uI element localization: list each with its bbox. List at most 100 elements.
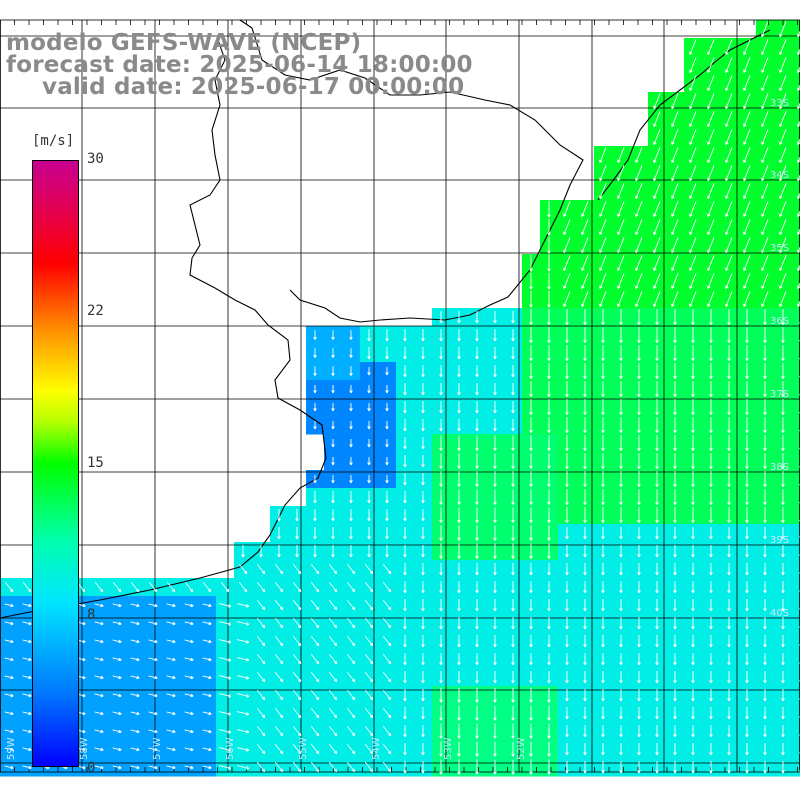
wind-arrow — [635, 165, 643, 182]
wind-arrow — [563, 291, 571, 308]
wind-arrow — [671, 93, 679, 110]
wind-arrow — [547, 562, 551, 576]
wind-arrow — [493, 562, 497, 576]
wind-arrow — [256, 671, 266, 683]
wind-arrow — [457, 616, 461, 630]
wind-arrow — [743, 165, 751, 182]
wind-arrow — [779, 237, 787, 254]
wind-arrow — [599, 255, 607, 272]
wind-arrow — [364, 707, 374, 719]
wind-arrow — [493, 652, 497, 666]
wind-arrow — [727, 580, 731, 594]
wind-arrow — [421, 598, 425, 612]
wind-arrow — [781, 742, 785, 756]
wind-arrow — [292, 617, 302, 629]
wind-arrow — [166, 729, 176, 734]
wind-arrow — [727, 688, 731, 702]
wind-arrow — [112, 581, 122, 593]
wind-arrow — [637, 724, 641, 738]
wind-arrow — [689, 273, 697, 290]
wind-arrow — [761, 183, 769, 200]
wind-arrow — [364, 761, 374, 773]
wind-arrow — [328, 707, 338, 719]
wind-arrow — [511, 525, 515, 541]
wind-arrow — [673, 381, 677, 398]
wind-arrow — [493, 705, 497, 721]
wind-arrow — [184, 621, 194, 626]
wind-arrow — [691, 544, 695, 558]
wind-arrow — [439, 634, 443, 648]
wind-arrow — [581, 255, 589, 272]
wind-arrow — [457, 580, 461, 594]
wind-arrow — [583, 471, 587, 488]
wind-arrow — [761, 111, 769, 128]
wind-arrow — [743, 273, 751, 290]
wind-arrow — [707, 129, 715, 146]
wind-arrow — [130, 729, 140, 734]
wind-arrow — [94, 657, 104, 662]
wind-arrow — [709, 652, 713, 666]
wind-arrow — [421, 418, 425, 432]
wind-arrow — [619, 724, 623, 738]
wind-arrow — [457, 652, 461, 666]
wind-arrow — [22, 603, 32, 608]
longitude-label: 56W — [225, 737, 236, 760]
wind-speed-cell — [792, 704, 800, 723]
wind-arrow — [166, 711, 176, 716]
wind-arrow — [274, 653, 284, 665]
wind-arrow — [763, 435, 767, 452]
lat-lon-grid — [0, 19, 800, 773]
wind-arrow — [130, 639, 140, 644]
wind-arrow — [292, 563, 302, 575]
wind-arrow — [709, 562, 713, 576]
wind-speed-cell — [792, 38, 800, 57]
wind-arrow — [655, 544, 659, 558]
wind-arrow — [184, 747, 194, 752]
wind-arrow — [709, 327, 713, 344]
wind-arrow — [637, 309, 641, 326]
wind-arrow — [637, 399, 641, 416]
wind-arrow — [256, 617, 266, 629]
wind-arrow — [511, 723, 515, 739]
wind-arrow — [219, 621, 232, 626]
wind-arrow — [689, 255, 697, 272]
wind-arrow — [511, 670, 515, 684]
wind-arrow — [565, 724, 569, 738]
wind-arrow — [565, 706, 569, 720]
wind-arrow — [367, 366, 371, 376]
colorbar-tick-8: 8 — [87, 607, 96, 623]
wind-arrow — [148, 765, 158, 770]
wind-arrow — [529, 327, 533, 344]
wind-arrow — [707, 39, 715, 56]
wind-arrow — [475, 759, 479, 775]
wind-arrow — [439, 525, 443, 541]
wind-arrow — [565, 399, 569, 416]
wind-arrow — [599, 201, 607, 218]
latitude-label: 38S — [770, 462, 789, 473]
wind-arrow — [763, 724, 767, 738]
wind-arrow — [617, 273, 625, 290]
wind-arrow — [691, 652, 695, 666]
wind-arrow — [763, 417, 767, 434]
wind-arrow — [346, 689, 356, 701]
wind-arrow — [727, 742, 731, 756]
wind-arrow — [709, 616, 713, 630]
wind-arrow — [313, 402, 317, 412]
wind-arrow — [219, 639, 232, 644]
wind-arrow — [763, 345, 767, 362]
wind-arrow — [457, 759, 461, 775]
wind-arrow — [583, 345, 587, 362]
longitude-label: 54W — [371, 737, 382, 760]
wind-arrow — [601, 688, 605, 702]
wind-arrow — [655, 742, 659, 756]
wind-arrow — [22, 675, 32, 680]
wind-arrow — [673, 453, 677, 470]
wind-arrow — [763, 616, 767, 630]
wind-arrow — [745, 381, 749, 398]
wind-arrow — [382, 725, 392, 737]
wind-arrow — [599, 165, 607, 182]
wind-arrow — [547, 381, 551, 398]
wind-arrow — [421, 490, 425, 504]
wind-arrow — [725, 111, 733, 128]
wind-arrow — [779, 147, 787, 164]
